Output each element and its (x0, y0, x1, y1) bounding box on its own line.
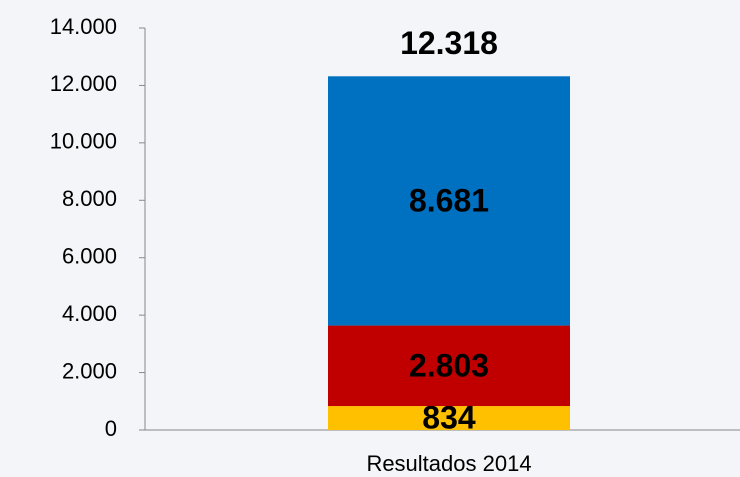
data-label: 2.803 (409, 347, 489, 383)
x-tick-label: Resultados 2014 (366, 451, 531, 476)
bar-segment (328, 325, 570, 407)
bar-segment (328, 76, 570, 326)
y-tick-label: 8.000 (62, 186, 117, 211)
bar-segment (328, 406, 570, 430)
data-label: 8.681 (409, 182, 489, 218)
y-tick-label: 14.000 (50, 14, 117, 39)
y-tick-label: 4.000 (62, 301, 117, 326)
y-tick-label: 6.000 (62, 244, 117, 269)
y-tick-label: 2.000 (62, 358, 117, 383)
y-tick-label: 12.000 (50, 71, 117, 96)
total-label: 12.318 (400, 25, 498, 61)
y-tick-label: 0 (105, 416, 117, 441)
y-tick-label: 10.000 (50, 129, 117, 154)
